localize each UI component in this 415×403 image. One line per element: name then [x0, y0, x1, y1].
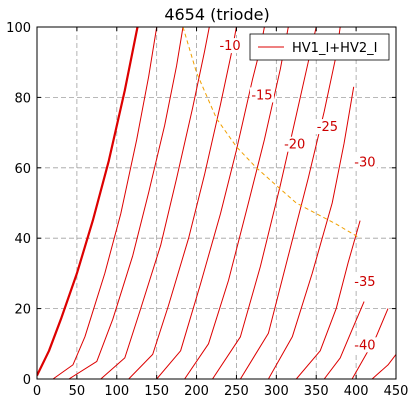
- y-tick-label: 60: [14, 162, 31, 177]
- curve-label-bg: [352, 337, 377, 353]
- plate-curve: [184, 27, 289, 379]
- y-tick-label: 40: [14, 232, 31, 247]
- load-line-group: [182, 27, 361, 239]
- plate-curve: [128, 27, 237, 379]
- plate-curves: [37, 27, 396, 379]
- plate-curve: [267, 86, 355, 379]
- curve-label-bg: [249, 87, 274, 103]
- legend: HV1_I+HV2_I: [249, 33, 390, 61]
- plate-curve: [100, 27, 210, 379]
- x-tick-label: 0: [33, 384, 41, 399]
- x-tick-label: 200: [184, 384, 209, 399]
- plate-curve: [52, 27, 158, 379]
- plot-frame: [36, 26, 397, 380]
- chart-title: 4654 (triode): [164, 5, 269, 24]
- curve-label-bg: [218, 38, 243, 54]
- curve-label-bg: [315, 119, 340, 135]
- y-tick-label: 20: [14, 303, 31, 318]
- x-tick-label: 100: [104, 384, 129, 399]
- x-tick-label: 50: [69, 384, 86, 399]
- legend-entry: HV1_I+HV2_I: [292, 41, 377, 56]
- plate-curve: [68, 27, 184, 379]
- plate-curve: [371, 354, 396, 379]
- axis-ticks: 0 50 100 150 200 250 300 350 400 450 0 20 40 60 80 100: [6, 21, 408, 399]
- plate-curve: [37, 27, 139, 376]
- x-tick-label: 450: [384, 384, 409, 399]
- plate-curve: [295, 220, 361, 379]
- y-tick-label: 0: [23, 373, 31, 388]
- x-tick-label: 350: [304, 384, 329, 399]
- plate-curve: [323, 301, 365, 379]
- curve-label: -15: [251, 88, 272, 103]
- x-tick-label: 250: [224, 384, 249, 399]
- curve-label: -30: [354, 155, 375, 170]
- curve-label-bg: [282, 136, 307, 152]
- curve-label: -10: [219, 39, 240, 54]
- curve-label: -40: [354, 338, 375, 353]
- y-tick-label: 100: [6, 21, 31, 36]
- curve-label-bg: [352, 273, 377, 289]
- x-tick-label: 150: [144, 384, 169, 399]
- curve-label: -20: [284, 138, 305, 153]
- curve-label: -35: [354, 275, 375, 290]
- load-line: [182, 27, 361, 239]
- y-tick-label: 80: [14, 91, 31, 106]
- curve-label: -25: [317, 120, 338, 135]
- x-tick-label: 300: [264, 384, 289, 399]
- curve-label-bg: [352, 154, 377, 170]
- x-tick-label: 400: [344, 384, 369, 399]
- plate-curve: [212, 27, 317, 379]
- curve-labels: -10 -15 -20 -25 -30 -35 -40: [218, 38, 377, 353]
